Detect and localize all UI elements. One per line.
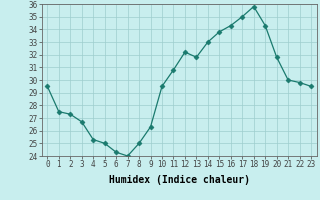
X-axis label: Humidex (Indice chaleur): Humidex (Indice chaleur) (109, 175, 250, 185)
